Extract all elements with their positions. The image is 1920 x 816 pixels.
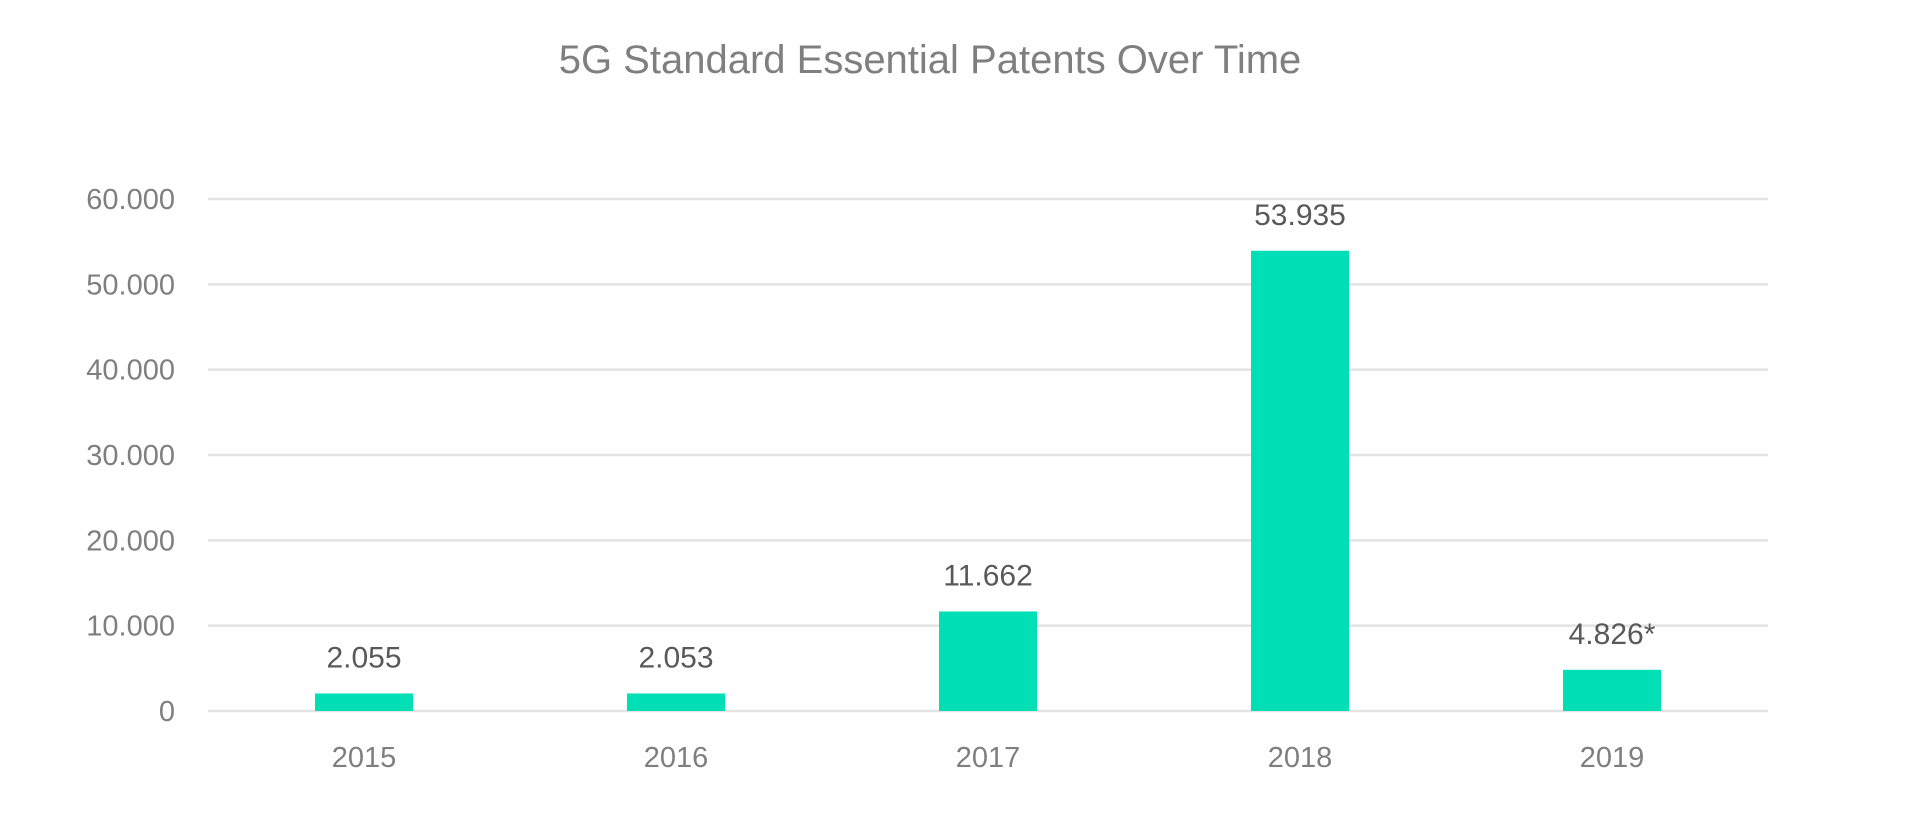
y-tick-label: 60.000 (86, 184, 175, 216)
y-tick-label: 20.000 (86, 525, 175, 557)
y-tick-label: 40.000 (86, 355, 175, 387)
x-tick-label: 2015 (332, 742, 397, 774)
y-tick-label: 30.000 (86, 440, 175, 472)
bar-2017 (939, 611, 1037, 711)
data-label-2016: 2.053 (638, 641, 713, 674)
y-tick-label: 10.000 (86, 611, 175, 643)
data-label-2019: 4.826* (1569, 618, 1656, 651)
y-tick-label: 50.000 (86, 269, 175, 301)
bar-layer (315, 250, 1661, 711)
x-tick-label: 2016 (644, 742, 709, 774)
x-tick-label: 2019 (1580, 742, 1645, 774)
data-label-2015: 2.055 (326, 641, 401, 674)
x-tick-label: 2017 (956, 742, 1021, 774)
data-label-2018: 53.935 (1254, 199, 1346, 232)
x-tick-label: 2018 (1268, 742, 1333, 774)
bar-2019 (1563, 669, 1661, 711)
data-label-2017: 11.662 (943, 559, 1033, 592)
bar-2015 (315, 693, 413, 711)
chart-title: 5G Standard Essential Patents Over Time (558, 38, 1302, 82)
y-tick-label: 0 (159, 696, 175, 728)
bar-2018 (1251, 250, 1349, 711)
label-layer: 0 10.000 20.000 30.000 40.000 50.000 60.000 2.0… (86, 184, 1655, 774)
bar-2016 (627, 693, 725, 711)
